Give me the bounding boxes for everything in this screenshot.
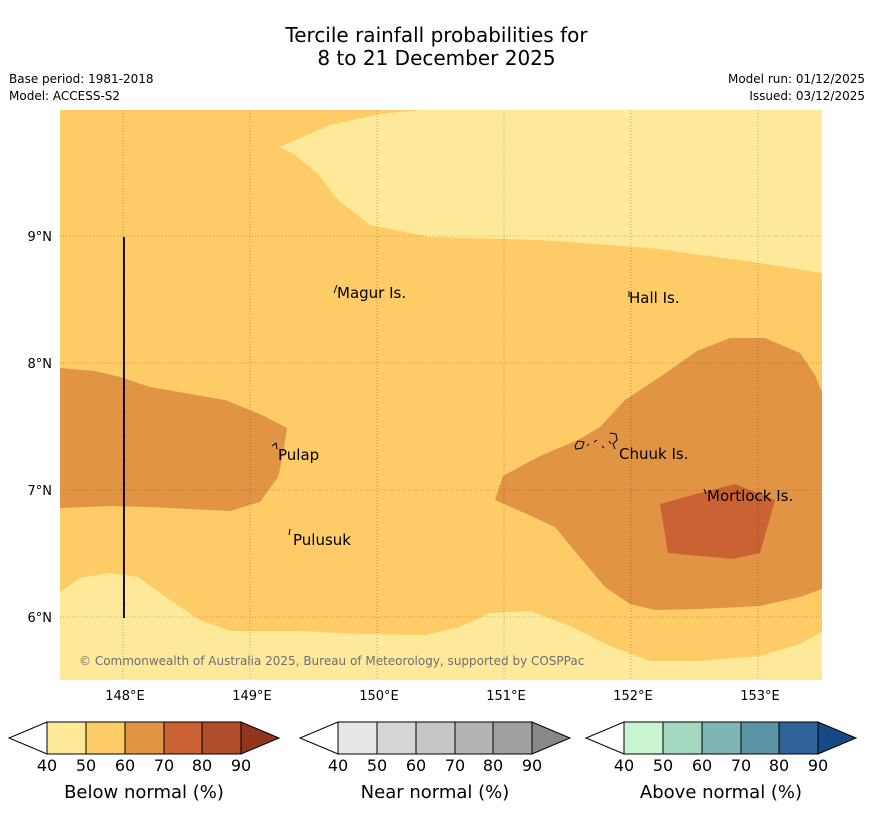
colorbar-near-tick-40: 40 [328, 756, 348, 775]
colorbar-below: 40 50 60 70 80 90 Below normal (%) [7, 721, 281, 803]
model-run-text: Model run: 01/12/2025 [727, 72, 865, 86]
place-label-mortlock: Mortlock Is. [707, 487, 793, 505]
lat-label-7n: 7°N [28, 484, 53, 499]
region-below-40-50-north [280, 110, 822, 273]
colorbar-below-tick-80: 80 [192, 756, 212, 775]
island-pulusuk-outline [288, 528, 291, 536]
colorbar-below-over-arrow [240, 721, 281, 755]
colorbar-above-tick-50: 50 [653, 756, 673, 775]
colorbar-near-seg-5 [492, 721, 533, 755]
lon-label-152e: 152°E [613, 689, 653, 704]
meta-right: Model run: 01/12/2025 Issued: 03/12/2025 [728, 71, 865, 105]
colorbar-below-tick-40: 40 [37, 756, 57, 775]
place-label-pulap: Pulap [278, 446, 319, 464]
region-below-60-70-west [60, 368, 287, 511]
probability-contours [60, 110, 822, 680]
lon-label-149e: 149°E [232, 689, 272, 704]
colorbar-near: 40 50 60 70 80 90 Near normal (%) [298, 721, 572, 803]
colorbar-below-seg-3 [124, 721, 165, 755]
lon-label-150e: 150°E [359, 689, 399, 704]
latitude-labels: 9°N 8°N 7°N 6°N [28, 230, 53, 626]
lon-label-151e: 151°E [486, 689, 526, 704]
island-outlines [271, 284, 707, 536]
colorbar-above-tick-40: 40 [614, 756, 634, 775]
colorbar-near-title: Near normal (%) [361, 782, 510, 803]
colorbar-near-tick-50: 50 [367, 756, 387, 775]
colorbar-below-seg-4 [163, 721, 203, 755]
lat-label-9n: 9°N [28, 230, 53, 245]
colorbar-above-under-arrow [584, 721, 625, 755]
colorbar-near-tick-60: 60 [406, 756, 426, 775]
colorbar-above-tick-90: 90 [808, 756, 828, 775]
place-label-chuuk: Chuuk Is. [619, 445, 688, 463]
island-mortlock-outline [703, 488, 707, 495]
colorbar-near-under-arrow [298, 721, 339, 755]
place-label-hall: Hall Is. [629, 289, 680, 307]
lat-label-8n: 8°N [28, 357, 53, 372]
colorbar-below-tick-90: 90 [231, 756, 251, 775]
colorbar-below-title: Below normal (%) [64, 782, 224, 803]
colorbar-above-tick-80: 80 [769, 756, 789, 775]
longitude-labels: 148°E 149°E 150°E 151°E 152°E 153°E [105, 689, 780, 704]
issued-text: Issued: 03/12/2025 [749, 89, 865, 103]
island-pulap-outline [271, 442, 278, 450]
colorbar-above-seg-3 [701, 721, 742, 755]
base-period-text: Base period: 1981-2018 [9, 72, 154, 86]
colorbar-above: 40 50 60 70 80 90 Above normal (%) [584, 721, 858, 803]
meta-left: Base period: 1981-2018 Model: ACCESS-S2 [9, 71, 154, 105]
place-labels: Magur Is. Hall Is. Pulap Chuuk Is. Mortl… [278, 284, 793, 549]
colorbar-below-tick-70: 70 [154, 756, 174, 775]
colorbar-near-seg-3 [415, 721, 456, 755]
colorbar-below-tick-50: 50 [76, 756, 96, 775]
colorbar-near-over-arrow [531, 721, 572, 755]
lon-label-153e: 153°E [740, 689, 780, 704]
colorbar-near-seg-2 [376, 721, 417, 755]
colorbar-near-seg-4 [454, 721, 494, 755]
colorbar-near-tick-90: 90 [522, 756, 542, 775]
colorbar-above-tick-70: 70 [731, 756, 751, 775]
colorbar-above-tick-60: 60 [692, 756, 712, 775]
colorbar-near-seg-1 [337, 721, 378, 755]
place-label-magur: Magur Is. [337, 284, 406, 302]
colorbar-above-title: Above normal (%) [640, 782, 802, 803]
colorbar-above-seg-4 [740, 721, 780, 755]
colorbar-below-under-arrow [7, 721, 48, 755]
region-below-70-80 [660, 484, 775, 559]
copyright-text: © Commonwealth of Australia 2025, Bureau… [79, 654, 584, 668]
colorbar-below-seg-2 [85, 721, 126, 755]
island-magur-outline [333, 284, 338, 294]
lat-label-6n: 6°N [28, 611, 53, 626]
colorbar-below-seg-1 [46, 721, 87, 755]
colorbar-above-seg-2 [662, 721, 703, 755]
colorbar-above-over-arrow [817, 721, 858, 755]
colorbar-near-tick-80: 80 [483, 756, 503, 775]
colorbar-near-tick-70: 70 [445, 756, 465, 775]
region-below-40-50-south [60, 573, 822, 680]
graticule [60, 110, 822, 680]
map-title-line2: 8 to 21 December 2025 [317, 46, 556, 70]
colorbar-below-tick-60: 60 [115, 756, 135, 775]
colorbar-above-seg-1 [623, 721, 664, 755]
island-chuuk-outline [574, 432, 618, 450]
place-label-pulusuk: Pulusuk [293, 531, 351, 549]
colorbar-below-seg-5 [201, 721, 242, 755]
map-title-line1: Tercile rainfall probabilities for [285, 23, 588, 47]
colorbar-above-seg-5 [778, 721, 819, 755]
lon-label-148e: 148°E [105, 689, 145, 704]
model-text: Model: ACCESS-S2 [9, 89, 121, 103]
